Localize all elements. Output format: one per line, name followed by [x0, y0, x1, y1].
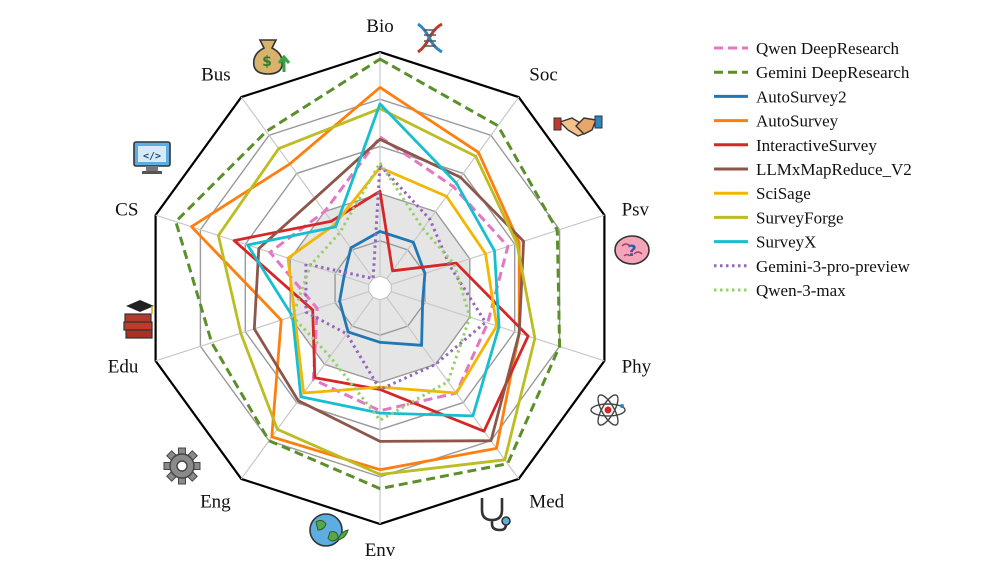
radar-series: [174, 57, 562, 491]
axis-label-bus: Bus: [201, 65, 231, 86]
series-autosurvey2: [338, 229, 427, 347]
earth-icon: [309, 513, 349, 547]
axis-label-soc: Soc: [529, 65, 558, 86]
axis-label-cs: CS: [115, 200, 138, 221]
dna-icon: [417, 22, 443, 54]
series-llmxmapreduce-v2: [252, 137, 525, 443]
svg-text:?: ?: [627, 241, 636, 260]
atom-icon: [590, 394, 626, 426]
grid-spoke-eng: [240, 297, 374, 480]
monitor-code-icon: </>: [133, 141, 171, 174]
series-surveyforge: [216, 107, 537, 476]
series-gemini-deepresearch: [174, 57, 562, 491]
legend-label-gemini-deepresearch: Gemini DeepResearch: [756, 63, 910, 82]
series-autosurvey: [190, 86, 521, 472]
axis-label-edu: Edu: [108, 357, 139, 378]
axis-labels: Bio Soc Psv Phy Med Env Eng Edu CS Bus: [108, 16, 652, 561]
brain-icon: ?: [614, 235, 650, 265]
legend-label-autosurvey: AutoSurvey: [756, 112, 839, 131]
grid-spoke-edu: [155, 291, 369, 362]
legend-label-autosurvey2: AutoSurvey2: [756, 87, 847, 106]
legend: Qwen DeepResearch Gemini DeepResearch Auto…: [714, 39, 912, 300]
money-bag-icon: $: [252, 39, 291, 75]
series-qwen-deepresearch: [268, 135, 510, 413]
gear-icon: [163, 447, 201, 485]
series-surveyx: [246, 102, 501, 418]
inner-shaded-band: [290, 193, 470, 383]
stethoscope-icon: [480, 498, 511, 532]
legend-label-gemini-3-pro-preview: Gemini-3-pro-preview: [756, 257, 911, 276]
legend-label-qwen-deepresearch: Qwen DeepResearch: [756, 39, 900, 58]
legend-label-surveyforge: SurveyForge: [756, 208, 844, 227]
legend-label-surveyx: SurveyX: [756, 233, 816, 252]
legend-label-interactivesurvey: InteractiveSurvey: [756, 136, 877, 155]
handshake-icon: [553, 115, 603, 137]
svg-text:</>: </>: [143, 151, 161, 162]
axis-icons: ? </> $: [123, 22, 650, 547]
axis-label-phy: Phy: [622, 357, 652, 378]
legend-label-qwen-3-max: Qwen-3-max: [756, 281, 846, 300]
svg-text:$: $: [262, 54, 272, 70]
series-interactivesurvey: [232, 189, 530, 433]
axis-label-env: Env: [365, 540, 396, 561]
legend-label-scisage: SciSage: [756, 184, 811, 203]
series-qwen-3-max: [291, 161, 472, 422]
radar-grid: [154, 50, 606, 526]
axis-label-psv: Psv: [622, 200, 650, 221]
series-gemini-3-pro-preview: [304, 163, 487, 391]
axis-label-eng: Eng: [200, 492, 231, 513]
axis-label-med: Med: [529, 492, 564, 513]
axis-label-bio: Bio: [366, 16, 393, 37]
books-icon: [123, 300, 154, 339]
grid-center-ring: [368, 275, 392, 301]
grid-spoke-psv: [391, 214, 605, 285]
legend-label-llmxmapreduce-v2: LLMxMapReduce_V2: [756, 160, 912, 179]
